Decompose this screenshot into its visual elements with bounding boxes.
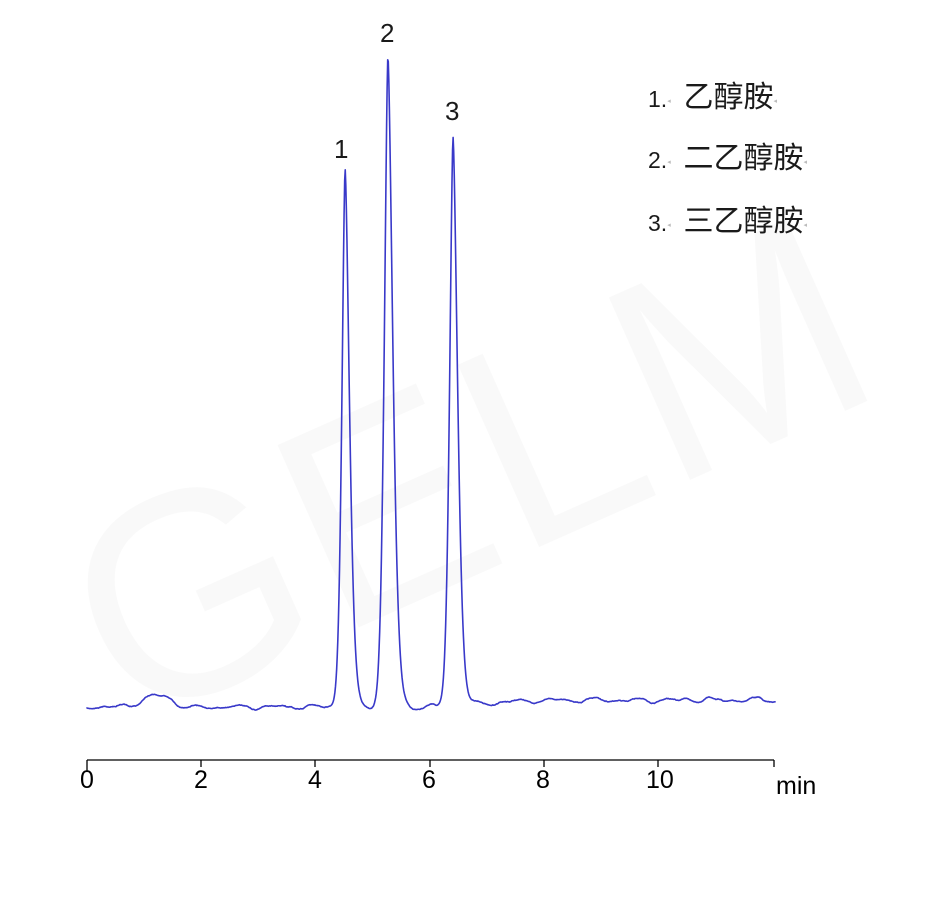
svg-text:GELM: GELM (21, 150, 918, 787)
